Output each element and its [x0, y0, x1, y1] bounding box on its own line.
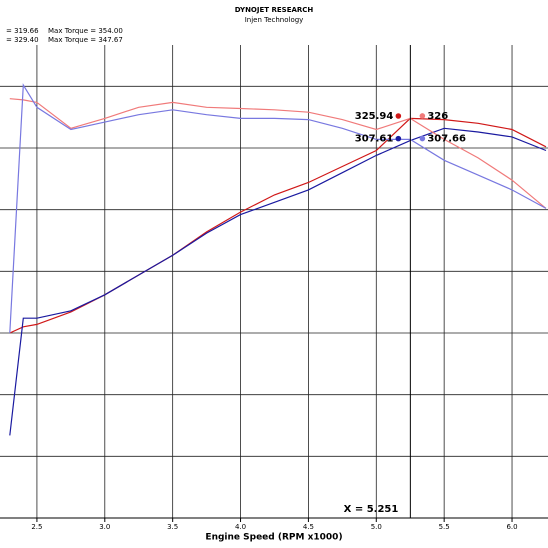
readout-dot [419, 113, 426, 119]
header-text: = 319.66 [6, 27, 39, 35]
readout-label: 326 [427, 111, 448, 122]
chart-subtitle: Injen Technology [245, 16, 304, 24]
header-text: = 329.40 [6, 36, 39, 44]
x-tick-label: 2.5 [31, 523, 42, 531]
x-tick-label: 5.0 [371, 523, 382, 531]
chart-title: DYNOJET RESEARCH [235, 6, 314, 14]
readout-label: 307.61 [355, 134, 394, 145]
header-text: Max Torque = 347.67 [48, 36, 123, 44]
cursor-label: X = 5.251 [344, 504, 399, 515]
series-line [9, 83, 547, 334]
x-axis-label: Engine Speed (RPM x1000) [205, 533, 342, 543]
header-text: Max Torque = 354.00 [48, 27, 123, 35]
readout-dot [395, 113, 402, 119]
series-line [9, 98, 547, 209]
series-line [9, 117, 547, 334]
x-tick-label: 4.5 [303, 523, 314, 531]
readout-label: 307.66 [427, 134, 466, 145]
x-tick-label: 5.5 [439, 523, 450, 531]
readout-dot [395, 135, 402, 142]
x-tick-label: 4.0 [235, 523, 246, 531]
x-tick-label: 3.5 [167, 523, 178, 531]
series-line [9, 127, 547, 436]
x-tick-label: 3.0 [99, 523, 110, 531]
readout-dot [419, 135, 426, 142]
x-tick-label: 6.0 [506, 523, 517, 531]
readout-label: 325.94 [355, 111, 394, 122]
